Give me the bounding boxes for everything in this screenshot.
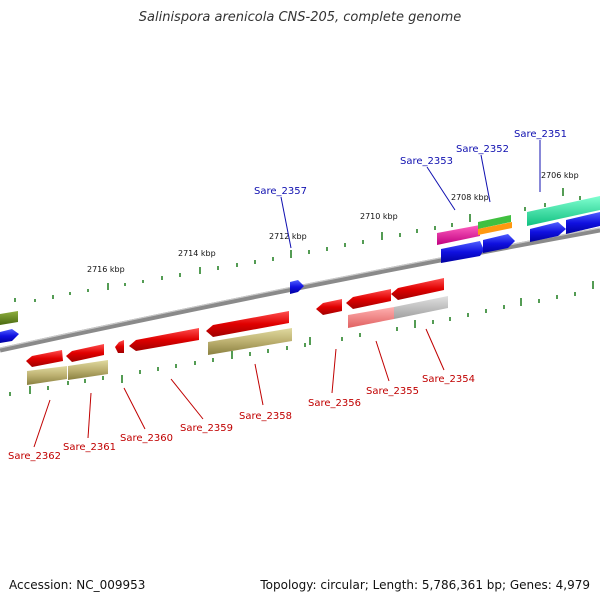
- feature-sare-2351-cds-a: [530, 222, 566, 242]
- gene-label-sare-2361[interactable]: Sare_2361: [63, 442, 116, 453]
- gene-label-sare-2353[interactable]: Sare_2353: [400, 156, 453, 167]
- tick-label-2710: 2710 kbp: [360, 212, 398, 221]
- feature-sare-2354-rna: [394, 296, 448, 319]
- tick-label-2706: 2706 kbp: [541, 171, 579, 180]
- feature-sare-2351-cds-b: [566, 212, 600, 234]
- gene-label-sare-2355[interactable]: Sare_2355: [366, 386, 419, 397]
- tick-label-2708: 2708 kbp: [451, 193, 489, 202]
- tick-label-2716: 2716 kbp: [87, 265, 125, 274]
- gene-label-sare-2360[interactable]: Sare_2360: [120, 433, 173, 444]
- feature-sare-2357-cds: [290, 280, 304, 294]
- top-leader-lines: [280, 140, 541, 249]
- reverse-features: [26, 278, 448, 385]
- feature-sare-2356: [316, 299, 342, 315]
- feature-sare-2352-cds: [483, 234, 515, 253]
- feature-sare-2353-cds: [441, 241, 484, 263]
- gene-label-sare-2357[interactable]: Sare_2357: [254, 186, 307, 197]
- feature-sare-2362: [26, 350, 63, 367]
- gene-label-sare-2359[interactable]: Sare_2359: [180, 423, 233, 434]
- feature-sare-2353-rna: [437, 225, 480, 245]
- feature-sare-2361-rna: [68, 360, 108, 380]
- feature-sare-2355-rna: [348, 307, 394, 328]
- gene-label-sare-2358[interactable]: Sare_2358: [239, 411, 292, 422]
- feature-sare-2351-rna: [527, 196, 600, 226]
- feature-sare-2361: [66, 344, 104, 362]
- gene-label-sare-2354[interactable]: Sare_2354: [422, 374, 475, 385]
- forward-features: [0, 196, 600, 343]
- feature-sare-2352-rna: [478, 215, 511, 229]
- feature-sare-2355: [346, 289, 391, 309]
- feature-left-olive: [0, 311, 18, 325]
- gene-label-sare-2352[interactable]: Sare_2352: [456, 144, 509, 155]
- accession-text: Accession: NC_009953: [9, 578, 146, 592]
- upper-tick-ring: [14, 188, 581, 302]
- tick-label-2714: 2714 kbp: [178, 249, 216, 258]
- gene-label-sare-2356[interactable]: Sare_2356: [308, 398, 361, 409]
- feature-sare-2352-orange: [478, 222, 512, 235]
- gene-label-sare-2362[interactable]: Sare_2362: [8, 451, 61, 462]
- feature-sare-2359: [129, 328, 199, 351]
- gene-label-sare-2351[interactable]: Sare_2351: [514, 129, 567, 140]
- lower-tick-ring: [9, 281, 594, 396]
- feature-left-blue: [0, 329, 19, 343]
- topology-text: Topology: circular; Length: 5,786,361 bp…: [260, 578, 590, 592]
- feature-sare-2358-rna: [208, 328, 292, 355]
- feature-sare-2362-rna: [27, 366, 67, 385]
- tick-label-2712: 2712 kbp: [269, 232, 307, 241]
- genome-title: Salinispora arenicola CNS-205, complete …: [138, 10, 462, 25]
- feature-sare-2354: [391, 278, 444, 300]
- feature-sare-2360: [115, 340, 124, 353]
- feature-sare-2358: [206, 311, 289, 337]
- bottom-leader-lines: [33, 328, 445, 448]
